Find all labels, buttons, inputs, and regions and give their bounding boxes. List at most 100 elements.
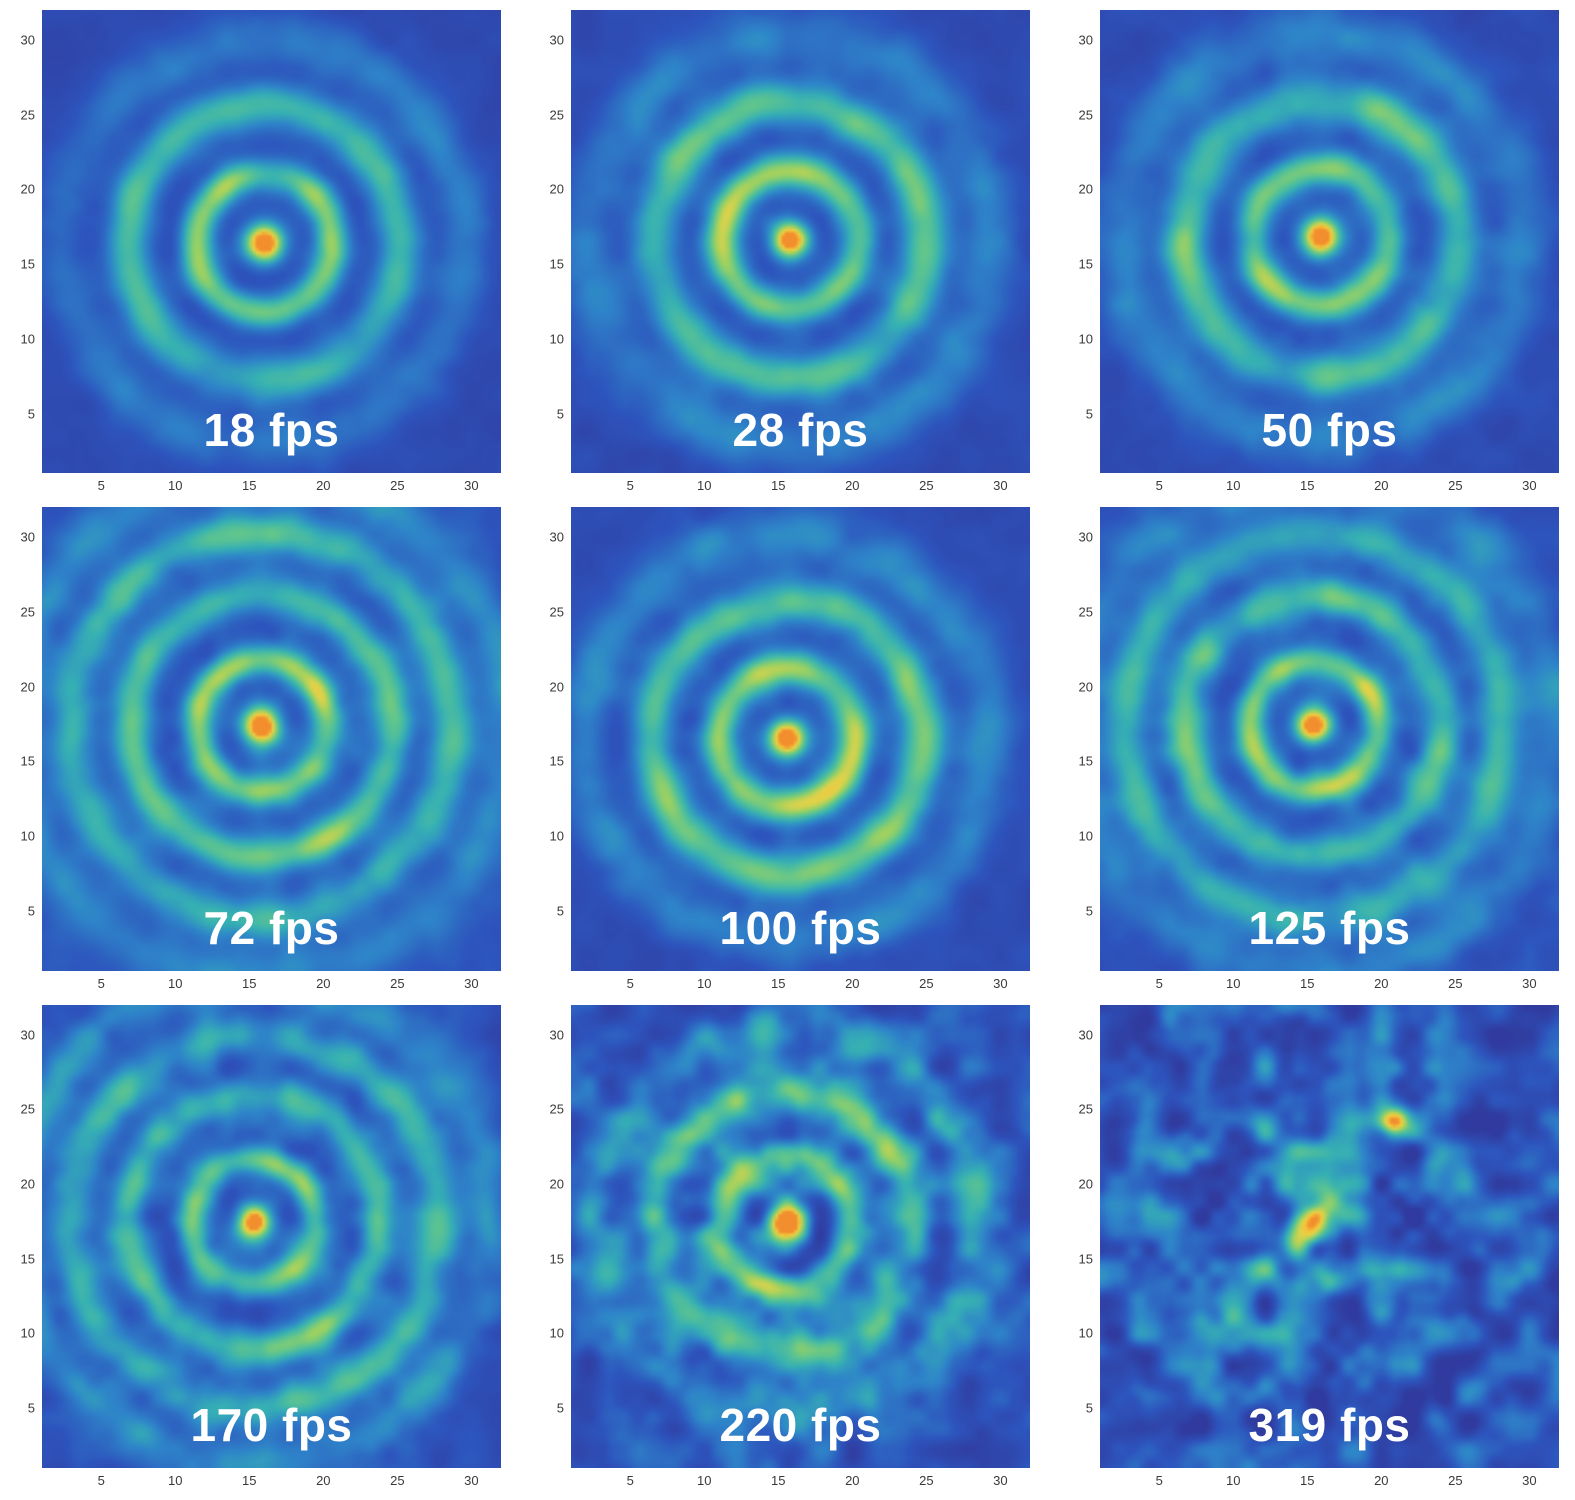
x-tick-label: 30 — [464, 1473, 479, 1488]
y-axis: 5 10 15 20 25 30 — [535, 10, 571, 473]
psf-panel: 5 10 15 20 25 30 170 fps 5 10 15 20 25 30 — [6, 1004, 501, 1494]
heatmap-canvas — [42, 1004, 501, 1468]
x-axis: 5 10 15 20 25 30 — [571, 971, 1030, 997]
y-tick-label: 10 — [549, 1325, 564, 1341]
x-tick-label: 15 — [1300, 975, 1315, 991]
x-tick-label: 25 — [390, 975, 405, 991]
psf-panel: 5 10 15 20 25 30 50 fps 5 10 15 20 25 30 — [1064, 10, 1559, 499]
heatmap-plot: 100 fps — [571, 507, 1030, 971]
y-axis: 5 10 15 20 25 30 — [1064, 10, 1100, 473]
heatmap-canvas — [571, 507, 1030, 971]
y-tick-label: 10 — [1078, 1325, 1093, 1341]
y-tick-label: 25 — [549, 1101, 564, 1117]
y-tick-label: 20 — [549, 1176, 564, 1192]
y-tick-label: 15 — [1078, 256, 1093, 272]
y-tick-label: 5 — [1085, 903, 1093, 919]
fps-label: 50 fps — [1261, 404, 1398, 457]
x-tick-label: 30 — [1522, 1473, 1537, 1488]
x-tick-label: 25 — [1448, 478, 1463, 494]
fps-label: 125 fps — [1248, 901, 1411, 954]
y-tick-label: 30 — [20, 529, 35, 545]
y-tick-label: 20 — [549, 181, 564, 197]
y-tick-label: 25 — [20, 604, 35, 620]
y-axis: 5 10 15 20 25 30 — [6, 10, 42, 473]
y-tick-label: 10 — [20, 331, 35, 347]
x-tick-label: 15 — [242, 478, 257, 494]
y-tick-label: 20 — [20, 181, 35, 197]
y-tick-label: 10 — [1078, 331, 1093, 347]
x-axis: 5 10 15 20 25 30 — [42, 1468, 501, 1494]
x-tick-label: 20 — [845, 478, 860, 494]
y-tick-label: 5 — [556, 903, 564, 919]
heatmap-canvas — [42, 10, 501, 474]
x-axis: 5 10 15 20 25 30 — [42, 971, 501, 997]
x-tick-label: 10 — [697, 1473, 712, 1488]
y-tick-label: 5 — [556, 406, 564, 422]
x-tick-label: 20 — [316, 1473, 331, 1488]
y-tick-label: 20 — [20, 1176, 35, 1192]
x-tick-label: 5 — [1155, 1473, 1163, 1488]
x-tick-label: 25 — [1448, 1473, 1463, 1488]
x-tick-label: 10 — [1226, 975, 1241, 991]
y-tick-label: 25 — [549, 107, 564, 123]
y-tick-label: 5 — [27, 1400, 35, 1416]
x-tick-label: 15 — [771, 478, 786, 494]
y-tick-label: 10 — [20, 1325, 35, 1341]
y-tick-label: 10 — [1078, 828, 1093, 844]
x-tick-label: 30 — [1522, 975, 1537, 991]
y-axis: 5 10 15 20 25 30 — [1064, 1005, 1100, 1468]
y-tick-label: 30 — [20, 1027, 35, 1043]
heatmap-canvas — [1100, 1004, 1559, 1468]
psf-panel: 5 10 15 20 25 30 220 fps 5 10 15 20 25 30 — [535, 1004, 1030, 1494]
x-tick-label: 5 — [1155, 975, 1163, 991]
psf-panel: 5 10 15 20 25 30 100 fps 5 10 15 20 25 30 — [535, 507, 1030, 996]
x-tick-label: 25 — [1448, 975, 1463, 991]
y-tick-label: 5 — [1085, 406, 1093, 422]
x-tick-label: 10 — [168, 478, 183, 494]
x-tick-label: 10 — [1226, 478, 1241, 494]
heatmap-canvas — [42, 507, 501, 971]
x-tick-label: 5 — [97, 975, 105, 991]
heatmap-canvas — [1100, 507, 1559, 971]
y-axis: 5 10 15 20 25 30 — [535, 1005, 571, 1468]
y-tick-label: 10 — [549, 331, 564, 347]
x-tick-label: 30 — [993, 975, 1008, 991]
x-tick-label: 30 — [464, 975, 479, 991]
y-tick-label: 20 — [1078, 181, 1093, 197]
y-tick-label: 15 — [549, 1251, 564, 1267]
y-tick-label: 20 — [1078, 679, 1093, 695]
x-tick-label: 25 — [390, 1473, 405, 1488]
y-tick-label: 20 — [20, 679, 35, 695]
x-tick-label: 5 — [97, 1473, 105, 1488]
y-tick-label: 30 — [1078, 1027, 1093, 1043]
x-tick-label: 10 — [168, 1473, 183, 1488]
fps-label: 100 fps — [719, 901, 882, 954]
psf-panel: 5 10 15 20 25 30 125 fps 5 10 15 20 25 30 — [1064, 507, 1559, 996]
x-tick-label: 10 — [1226, 1473, 1241, 1488]
x-axis: 5 10 15 20 25 30 — [571, 1468, 1030, 1494]
psf-panel: 5 10 15 20 25 30 18 fps 5 10 15 20 25 30 — [6, 10, 501, 499]
y-tick-label: 15 — [20, 256, 35, 272]
heatmap-plot: 319 fps — [1100, 1004, 1559, 1468]
y-tick-label: 5 — [27, 903, 35, 919]
psf-panel: 5 10 15 20 25 30 72 fps 5 10 15 20 25 30 — [6, 507, 501, 996]
x-tick-label: 30 — [993, 478, 1008, 494]
y-tick-label: 5 — [1085, 1400, 1093, 1416]
x-axis: 5 10 15 20 25 30 — [1100, 1468, 1559, 1494]
y-tick-label: 15 — [1078, 1251, 1093, 1267]
x-tick-label: 30 — [1522, 478, 1537, 494]
y-tick-label: 30 — [549, 1027, 564, 1043]
x-tick-label: 20 — [1374, 1473, 1389, 1488]
heatmap-canvas — [1100, 10, 1559, 474]
x-tick-label: 15 — [242, 1473, 257, 1488]
heatmap-plot: 72 fps — [42, 507, 501, 971]
heatmap-canvas — [571, 10, 1030, 474]
y-axis: 5 10 15 20 25 30 — [6, 1005, 42, 1468]
x-tick-label: 30 — [464, 478, 479, 494]
x-tick-label: 5 — [626, 1473, 634, 1488]
fps-label: 319 fps — [1248, 1399, 1411, 1451]
x-tick-label: 5 — [626, 975, 634, 991]
heatmap-plot: 220 fps — [571, 1004, 1030, 1468]
y-tick-label: 25 — [20, 1101, 35, 1117]
